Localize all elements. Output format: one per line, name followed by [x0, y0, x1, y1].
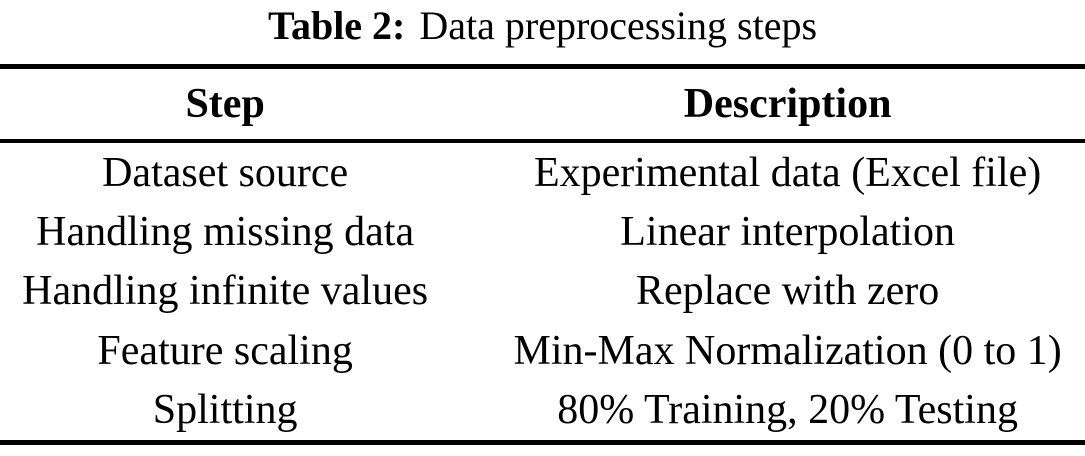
- table-row: Handling infinite values Replace with ze…: [0, 262, 1085, 321]
- step-cell: Feature scaling: [97, 327, 353, 374]
- step-cell: Dataset source: [102, 149, 349, 196]
- description-cell: 80% Training, 20% Testing: [557, 387, 1018, 434]
- table-row: Feature scaling Min-Max Normalization (0…: [0, 321, 1085, 380]
- table-caption: Table 2: Data preprocessing steps: [0, 0, 1085, 52]
- table-header-row: Step Description: [0, 69, 1085, 143]
- description-cell: Min-Max Normalization (0 to 1): [513, 327, 1062, 374]
- table-row: Splitting 80% Training, 20% Testing: [0, 381, 1085, 440]
- column-header-step: Step: [185, 81, 265, 127]
- column-header-description: Description: [683, 81, 892, 127]
- table-row: Handling missing data Linear interpolati…: [0, 202, 1085, 261]
- caption-text: Data preprocessing steps: [419, 3, 818, 48]
- step-cell: Splitting: [152, 387, 298, 434]
- description-cell: Replace with zero: [636, 268, 940, 315]
- step-cell: Handling missing data: [36, 209, 415, 256]
- description-cell: Linear interpolation: [620, 209, 955, 256]
- table-row: Dataset source Experimental data (Excel …: [0, 143, 1085, 202]
- caption-label: Table 2:: [267, 3, 406, 48]
- description-cell: Experimental data (Excel file): [534, 149, 1042, 196]
- step-cell: Handling infinite values: [22, 268, 429, 315]
- data-table: Step Description Dataset source Experime…: [0, 64, 1085, 445]
